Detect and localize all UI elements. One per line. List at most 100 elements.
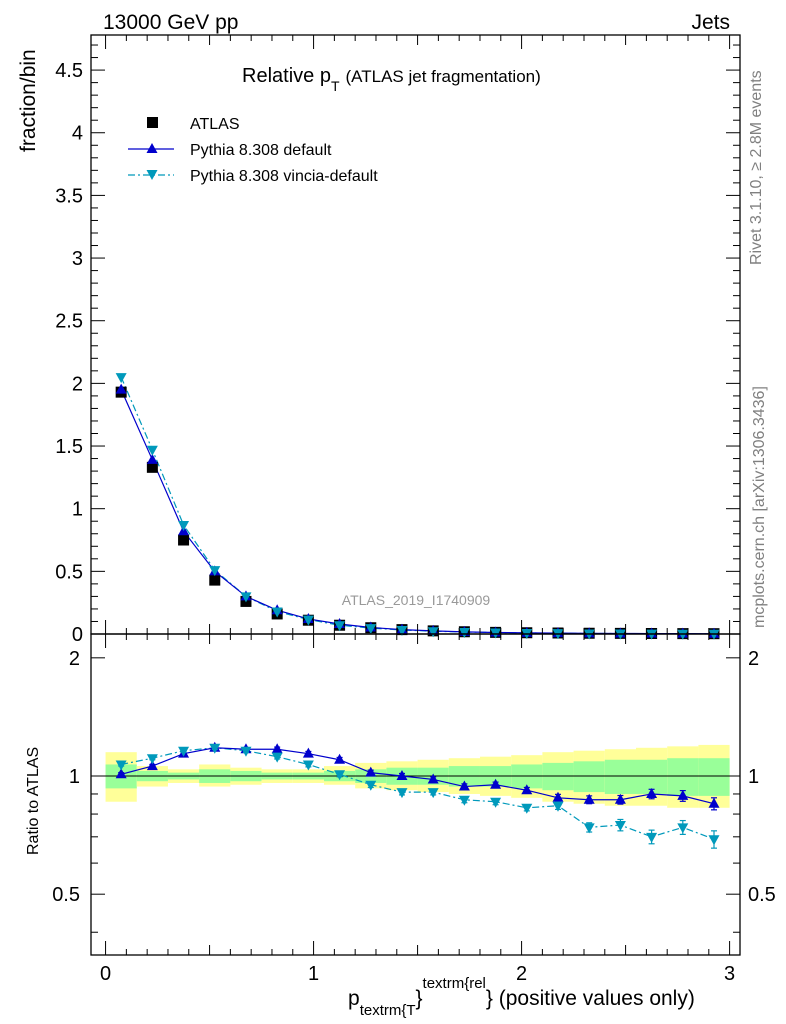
ratio-marker-default: [583, 793, 595, 804]
ratio-marker-vincia: [365, 780, 377, 791]
ratio-tick-label-right: 2: [748, 648, 759, 670]
vincia-marker: [458, 627, 470, 638]
ratio-marker-default: [115, 768, 127, 779]
vincia-marker: [302, 615, 314, 626]
vincia-marker: [396, 625, 408, 636]
y-tick-label: 1.5: [55, 436, 83, 458]
ratio-marker-vincia: [458, 795, 470, 806]
ratio-marker-default: [458, 780, 470, 791]
y-tick-label: 4.5: [55, 60, 83, 82]
ratio-marker-vincia: [583, 823, 595, 834]
x-axis-title-main: p: [348, 987, 360, 1010]
ratio-marker-vincia: [271, 752, 283, 763]
y-axis-title: fraction/bin: [17, 49, 40, 152]
chart-title-main: Relative p: [242, 65, 331, 87]
y-tick-label: 2.5: [55, 311, 83, 333]
y-tick-label: 3.5: [55, 185, 83, 207]
ratio-marker-vincia: [427, 788, 439, 799]
ratio-marker-vincia: [178, 746, 190, 757]
ratio-marker-vincia: [646, 832, 658, 843]
ratio-marker-vincia: [614, 821, 626, 832]
vincia-marker: [115, 373, 127, 384]
ratio-marker-default: [646, 787, 658, 798]
chart-title-subscript: T: [331, 78, 340, 94]
ratio-marker-default: [302, 747, 314, 758]
ratio-marker-vincia: [396, 788, 408, 799]
y-tick-label: 4: [72, 123, 83, 145]
legend-marker-default: [146, 143, 158, 153]
vincia-marker: [677, 629, 689, 640]
ratio-tick-label-right: 0.5: [748, 884, 776, 906]
vincia-marker: [146, 445, 158, 456]
chart-title-suffix: (ATLAS jet fragmentation): [346, 67, 541, 86]
atlas-marker: [178, 534, 190, 546]
vincia-marker: [334, 621, 346, 632]
ratio-marker-vincia: [209, 743, 221, 754]
ratio-tick-label-left: 1: [69, 766, 80, 788]
ratio-marker-default: [334, 753, 346, 764]
source-label: mcplots.cern.ch [arXiv:1306.3436]: [751, 386, 768, 628]
ratio-marker-default: [521, 784, 533, 795]
y-tick-label: 3: [72, 248, 83, 270]
x-axis-title-brace: }: [416, 987, 423, 1010]
ratio-marker-vincia: [302, 760, 314, 771]
ratio-tick-label-left: 2: [69, 648, 80, 670]
vincia-marker: [209, 566, 221, 577]
axis-ticks: 0 1 2 3 0 0.5 1 1.5 2 2.5 3 3.5 4 4.5 0.5 0.5 1 1 2 2: [52, 35, 776, 985]
ratio-marker-vincia: [708, 835, 720, 846]
ratio-marker-vincia: [334, 770, 346, 781]
y-tick-label: 0: [72, 624, 83, 646]
ratio-axis-title: Ratio to ATLAS: [25, 747, 42, 855]
ratio-panel-frame: [90, 633, 741, 956]
default-marker: [146, 453, 158, 464]
vincia-marker: [178, 520, 190, 531]
x-tick-label: 3: [724, 963, 735, 985]
ratio-band-inner: [698, 758, 730, 796]
ratio-marker-default: [396, 770, 408, 781]
vincia-marker: [365, 624, 377, 635]
energy-label: 13000 GeV pp: [103, 11, 238, 34]
ratio-band-inner: [667, 758, 699, 796]
y-tick-label: 0.5: [55, 561, 83, 583]
vincia-marker: [240, 592, 252, 603]
ratio-marker-default: [552, 791, 564, 802]
legend-label-default: Pythia 8.308 default: [190, 142, 332, 159]
legend-label-vincia: Pythia 8.308 vincia-default: [190, 168, 378, 185]
vincia-marker: [271, 607, 283, 618]
vincia-marker: [708, 629, 720, 640]
ratio-band-inner: [542, 762, 574, 791]
ratio-marker-default: [677, 789, 689, 800]
ratio-marker-vincia: [240, 746, 252, 757]
legend-marker-atlas: [147, 117, 158, 128]
ratio-band-inner: [604, 759, 636, 794]
ratio-marker-vincia: [552, 801, 564, 812]
y-tick-label: 1: [72, 499, 83, 521]
ratio-tick-label-left: 0.5: [52, 884, 80, 906]
panel-frames: [90, 34, 741, 956]
ratio-uncertainty-bands: [91, 744, 740, 808]
atlas-marker: [146, 461, 158, 473]
analysis-watermark: ATLAS_2019_I1740909: [342, 592, 491, 608]
x-axis-title-superscript: textrm{rel: [423, 975, 486, 992]
legend-marker-vincia: [146, 170, 158, 180]
x-axis-title-subscript: textrm{T: [360, 1002, 416, 1019]
x-axis-title-tail: } (positive values only): [486, 987, 695, 1010]
vincia-marker: [427, 627, 439, 638]
ratio-marker-default: [614, 793, 626, 804]
ratio-marker-vincia: [146, 754, 158, 765]
legend-label-atlas: ATLAS: [190, 116, 240, 133]
x-tick-label: 1: [308, 963, 319, 985]
default-marker: [115, 383, 127, 394]
ratio-marker-vincia: [677, 823, 689, 834]
ratio-marker-default: [146, 760, 158, 771]
ratio-tick-label-right: 1: [748, 766, 759, 788]
ratio-marker-default: [365, 766, 377, 777]
atlas-marker: [209, 574, 221, 586]
ratio-marker-default: [427, 773, 439, 784]
ratio-marker-default: [708, 797, 720, 808]
y-tick-label: 2: [72, 373, 83, 395]
chart-title: Relative pT (ATLAS jet fragmentation): [242, 65, 541, 94]
legend: ATLAS Pythia 8.308 default Pythia 8.308 …: [128, 116, 378, 185]
ratio-marker-default: [490, 778, 502, 789]
